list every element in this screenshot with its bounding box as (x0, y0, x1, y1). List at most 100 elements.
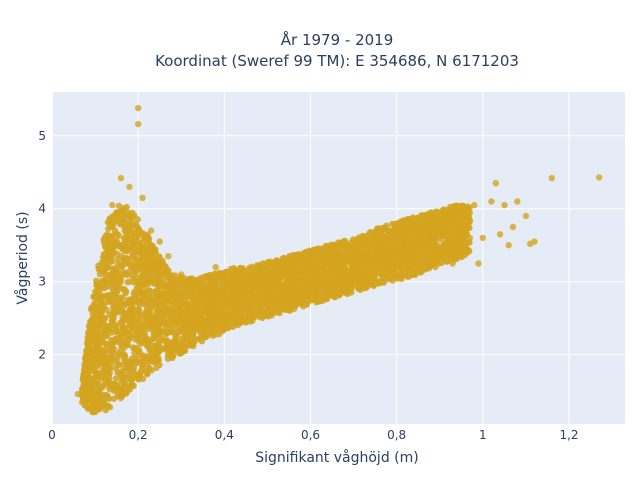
data-point (393, 263, 400, 271)
data-point (514, 198, 521, 205)
data-point (117, 394, 125, 402)
data-point (324, 271, 331, 278)
data-point (406, 266, 413, 273)
data-point (293, 264, 301, 271)
data-point (212, 263, 219, 271)
data-point (152, 351, 159, 358)
data-point (432, 263, 439, 271)
data-point (221, 286, 228, 294)
data-point (301, 297, 308, 304)
data-point (109, 284, 117, 292)
data-point (242, 274, 250, 282)
data-point (398, 269, 406, 277)
data-point (320, 260, 327, 267)
x-tick-label: 0,2 (129, 428, 148, 442)
data-point (201, 289, 208, 297)
data-point (142, 334, 149, 341)
data-point (338, 274, 346, 281)
data-point (184, 327, 192, 334)
data-point (210, 300, 217, 308)
data-point (122, 220, 129, 227)
data-point (130, 268, 138, 275)
data-point (165, 253, 172, 260)
data-point (139, 252, 146, 259)
data-point (105, 326, 112, 333)
data-point (182, 318, 189, 325)
data-point (441, 218, 449, 226)
chart-title-line-2: Koordinat (Sweref 99 TM): E 354686, N 61… (155, 52, 519, 70)
data-point (228, 301, 236, 309)
data-point (295, 272, 303, 280)
data-points (74, 104, 603, 416)
data-point (191, 300, 198, 307)
data-point (100, 293, 107, 300)
data-point (389, 277, 396, 284)
data-point (216, 269, 223, 277)
data-point (331, 274, 339, 282)
data-point (238, 296, 245, 304)
data-point (260, 275, 267, 282)
data-point (140, 235, 148, 242)
data-point (423, 249, 430, 256)
x-tick-label: 1 (479, 428, 487, 442)
data-point (223, 272, 231, 280)
data-point (337, 258, 344, 265)
data-point (148, 313, 155, 320)
data-point (286, 299, 294, 307)
data-point (141, 355, 148, 362)
data-point (488, 198, 495, 205)
data-point (112, 375, 120, 382)
data-point (143, 311, 150, 318)
data-point (122, 254, 129, 262)
data-point (238, 289, 245, 296)
data-point (249, 277, 256, 284)
data-point (255, 311, 262, 318)
data-point (459, 230, 466, 238)
data-point (100, 367, 107, 375)
data-point (143, 277, 151, 285)
data-point (315, 256, 323, 263)
y-tick-label: 3 (38, 275, 46, 289)
data-point (350, 282, 357, 289)
data-point (148, 278, 156, 285)
data-point (91, 307, 99, 315)
data-point (136, 309, 143, 317)
data-point (285, 267, 293, 274)
data-point (213, 326, 221, 333)
data-point (327, 291, 334, 299)
data-point (100, 349, 107, 356)
data-point (384, 238, 392, 245)
data-point (183, 342, 191, 349)
data-point (113, 383, 121, 390)
data-point (356, 271, 363, 278)
data-point (328, 258, 335, 266)
data-point (123, 270, 130, 277)
data-point (376, 278, 383, 285)
data-point (178, 271, 185, 278)
data-point (458, 205, 465, 212)
data-point (178, 325, 186, 333)
data-point (251, 293, 258, 300)
data-point (390, 268, 397, 276)
data-point (123, 364, 130, 371)
data-point (316, 294, 324, 301)
x-tick-label: 0,4 (215, 428, 234, 442)
data-point (141, 294, 149, 301)
data-point (170, 304, 178, 311)
data-point (275, 260, 282, 267)
data-point (203, 325, 211, 333)
data-point (88, 335, 95, 342)
data-point (453, 245, 461, 253)
data-point (123, 239, 130, 246)
data-point (109, 201, 116, 209)
data-point (117, 299, 125, 306)
data-point (255, 266, 262, 273)
data-point (353, 265, 361, 272)
data-point (397, 256, 405, 263)
data-point (135, 285, 142, 293)
data-point (298, 285, 306, 293)
data-point (152, 295, 160, 302)
data-point (96, 389, 103, 396)
